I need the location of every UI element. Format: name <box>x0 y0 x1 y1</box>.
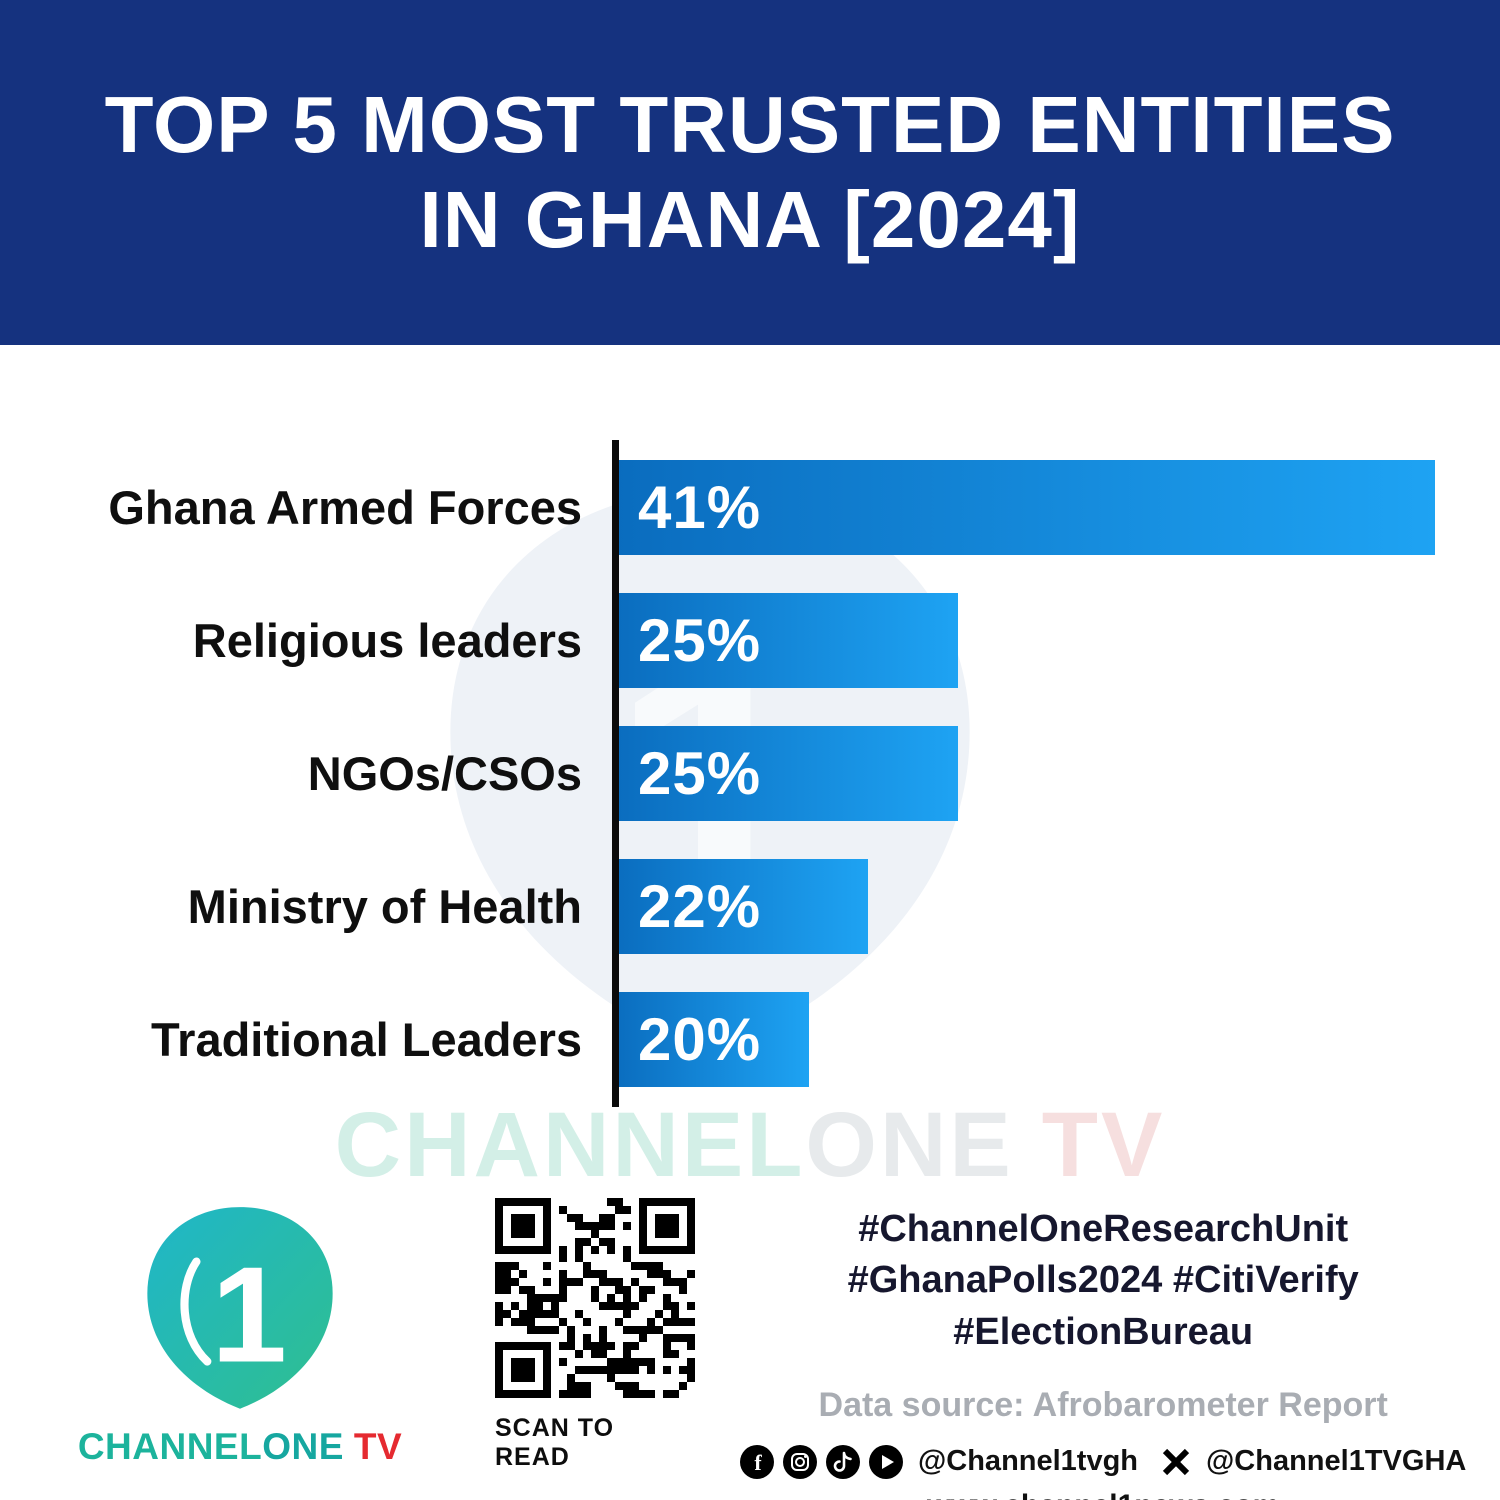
svg-text:f: f <box>754 1450 762 1475</box>
social-handle-1: @Channel1tvgh <box>918 1445 1139 1478</box>
bar-track: 25% <box>612 726 1435 821</box>
bar-value-label: 25% <box>638 607 762 674</box>
hashtag-line: #ChannelOneResearchUnit <box>858 1208 1349 1250</box>
bar-category-label: NGOs/CSOs <box>307 747 582 800</box>
brand-wordmark: CHANNELONE TV <box>78 1426 402 1468</box>
social-handle-2: @Channel1TVGHA <box>1206 1445 1467 1478</box>
watermark-channel: CHANNEL <box>334 1094 806 1196</box>
hashtag-line: #ElectionBureau <box>953 1310 1254 1353</box>
bar: 25% <box>612 593 958 688</box>
chart-axis-line <box>612 440 619 1107</box>
qr-block: SCAN TO READ <box>495 1198 695 1472</box>
footer: 1 CHANNELONE TV SCAN TO READ #ChannelOneR… <box>0 1198 1500 1500</box>
brand-tv: TV <box>353 1426 403 1467</box>
bar-row: Ghana Armed Forces 41% <box>0 460 1435 555</box>
instagram-icon <box>783 1444 817 1479</box>
hashtags: #ChannelOneResearchUnit #GhanaPolls2024 … <box>848 1204 1359 1358</box>
bar: 20% <box>612 992 809 1087</box>
bar: 22% <box>612 859 869 954</box>
channel-one-pick-icon: 1 <box>147 1207 333 1409</box>
bar-track: 41% <box>612 460 1435 555</box>
tiktok-icon <box>826 1444 860 1479</box>
bar: 41% <box>612 460 1435 555</box>
x-icon <box>1161 1447 1191 1477</box>
bar-category-label: Traditional Leaders <box>151 1013 582 1066</box>
bar-value-label: 25% <box>638 740 762 807</box>
bar-category-label: Ministry of Health <box>187 880 582 933</box>
data-source: Data source: Afrobarometer Report <box>818 1385 1388 1424</box>
page-title-line2: IN GHANA [2024] <box>419 174 1081 264</box>
bar-row: Ministry of Health 22% <box>0 859 1435 954</box>
qr-code <box>495 1198 695 1398</box>
bar-track: 25% <box>612 593 1435 688</box>
watermark-text: CHANNELONE TV <box>0 1093 1500 1198</box>
bar: 25% <box>612 726 958 821</box>
social-row: f @Channel1tvgh <box>740 1444 1467 1479</box>
bar-row: NGOs/CSOs 25% <box>0 726 1435 821</box>
website-url: www.channel1news.com <box>927 1489 1279 1500</box>
bar-track: 20% <box>612 992 1435 1087</box>
brand-one: ONE <box>262 1426 344 1467</box>
bar-track: 22% <box>612 859 1435 954</box>
bar-chart: Ghana Armed Forces 41% Religious leaders 25… <box>0 440 1500 1107</box>
watermark-one: ONE <box>805 1094 1014 1196</box>
svg-text:1: 1 <box>211 1239 287 1391</box>
facebook-icon: f <box>740 1444 774 1479</box>
bar-value-label: 22% <box>638 873 762 940</box>
bar-value-label: 41% <box>638 474 762 541</box>
bar-category-label: Religious leaders <box>192 614 582 667</box>
bar-value-label: 20% <box>638 1006 762 1073</box>
bar-row: Traditional Leaders 20% <box>0 992 1435 1087</box>
header-banner: TOP 5 MOST TRUSTED ENTITIES IN GHANA [20… <box>0 0 1500 345</box>
bar-row: Religious leaders 25% <box>0 593 1435 688</box>
youtube-icon <box>869 1444 903 1479</box>
page-title-line1: TOP 5 MOST TRUSTED ENTITIES <box>104 80 1396 170</box>
bar-rows: Ghana Armed Forces 41% Religious leaders 25… <box>0 440 1500 1107</box>
brand-channel: CHANNEL <box>77 1426 263 1467</box>
qr-caption: SCAN TO READ <box>495 1414 615 1471</box>
watermark-tv: TV <box>1041 1094 1166 1196</box>
hashtag-line: #GhanaPolls2024 #CitiVerify <box>847 1259 1359 1302</box>
bar-category-label: Ghana Armed Forces <box>108 481 582 534</box>
channel-one-logo: 1 CHANNELONE TV <box>78 1198 402 1468</box>
footer-info: #ChannelOneResearchUnit #GhanaPolls2024 … <box>740 1198 1466 1500</box>
